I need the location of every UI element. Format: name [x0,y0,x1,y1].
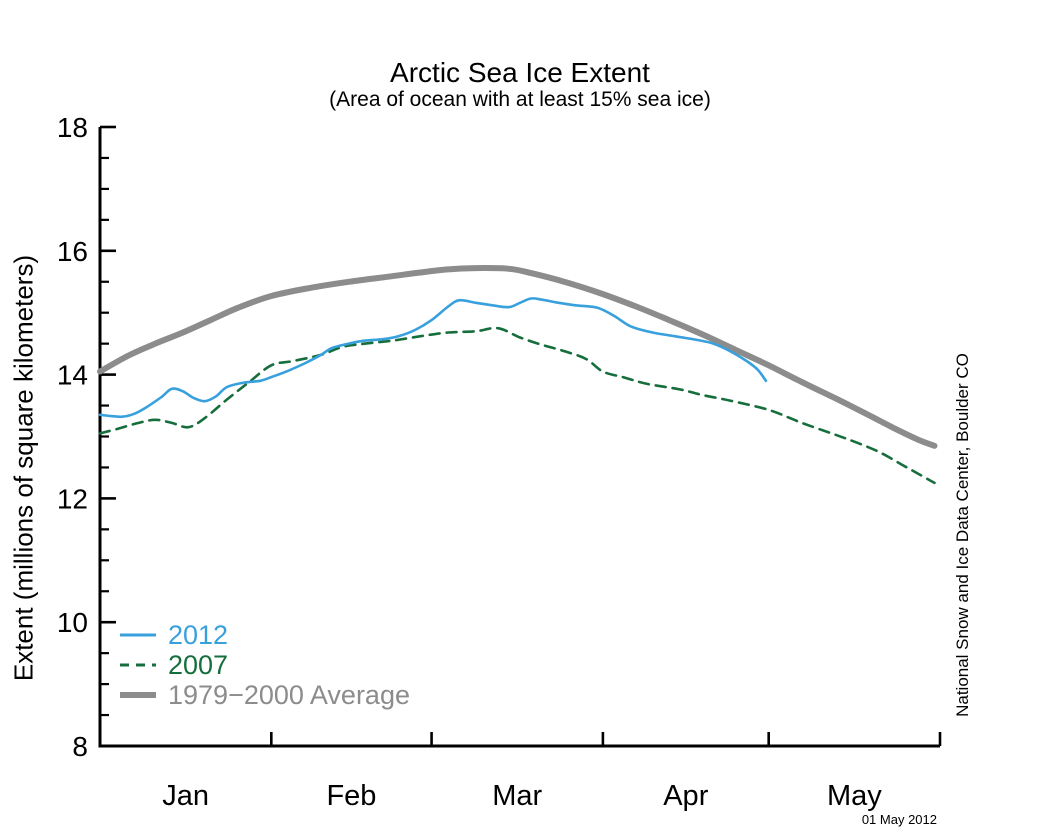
svg-text:14: 14 [57,360,88,391]
legend: 2012 2007 1979−2000 Average [118,620,410,710]
svg-text:10: 10 [57,607,88,638]
date-stamp: 01 May 2012 [861,812,937,827]
svg-text:16: 16 [57,236,88,267]
credit-text: National Snow and Ice Data Center, Bould… [953,353,972,717]
legend-item-average: 1979−2000 Average [118,680,410,710]
svg-text:Jan: Jan [162,780,209,812]
chart-subtitle: (Area of ocean with at least 15% sea ice… [329,88,711,111]
legend-line-2007-icon [120,663,156,667]
svg-text:12: 12 [57,483,88,514]
legend-label-2012: 2012 [168,620,229,650]
svg-text:Feb: Feb [326,780,376,812]
svg-text:Mar: Mar [492,780,542,812]
svg-text:8: 8 [72,731,88,762]
legend-line-2012-icon [120,633,156,637]
legend-item-2012: 2012 [118,620,410,650]
legend-item-2007: 2007 [118,650,410,680]
chart-title: Arctic Sea Ice Extent [390,57,650,88]
svg-text:18: 18 [57,112,88,143]
legend-label-2007: 2007 [168,650,229,680]
legend-label-average: 1979−2000 Average [168,680,410,710]
svg-text:May: May [827,780,882,812]
legend-line-average-icon [120,692,156,698]
svg-text:Apr: Apr [663,780,708,812]
